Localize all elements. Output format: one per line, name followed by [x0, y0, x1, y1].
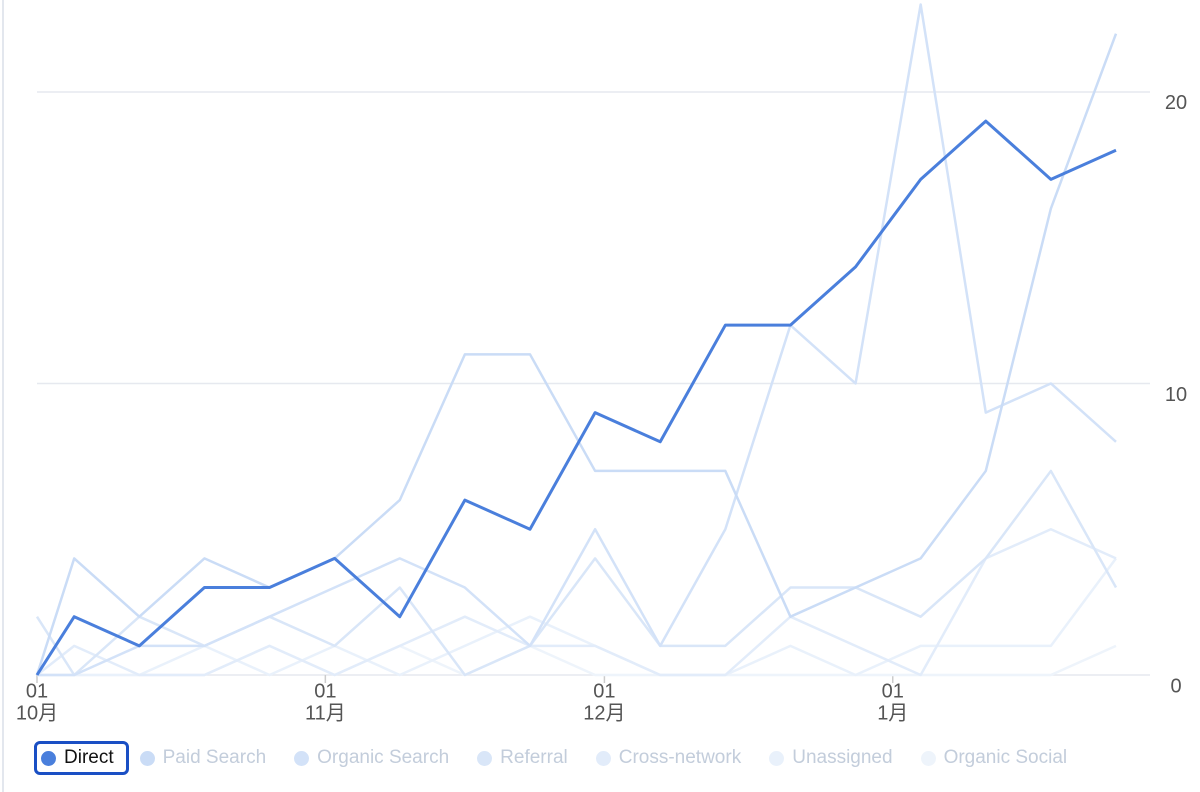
- legend-item[interactable]: Direct: [34, 741, 129, 775]
- x-tick-group: 1月: [877, 702, 908, 724]
- legend: Direct Paid Search Organic Search Referral C…: [34, 741, 1084, 775]
- legend-item[interactable]: Unassigned: [762, 741, 909, 775]
- legend-label: Cross-network: [618, 747, 742, 768]
- x-tick-label: 01: [26, 680, 48, 702]
- legend-swatch: [595, 750, 611, 766]
- x-tick-label: 01: [882, 680, 904, 702]
- y-tick-label: 10: [1165, 384, 1187, 406]
- legend-item[interactable]: Referral: [470, 741, 585, 775]
- series-line: [37, 557, 1118, 677]
- legend-item[interactable]: Paid Search: [133, 741, 284, 775]
- legend-swatch: [920, 750, 936, 766]
- x-tick-label: 01: [593, 680, 615, 702]
- legend-label: Organic Search: [317, 747, 450, 768]
- legend-swatch: [294, 750, 310, 766]
- series-line: [35, 469, 1118, 677]
- x-tick-label: 01: [314, 680, 336, 702]
- legend-label: Paid Search: [162, 747, 267, 768]
- series-line: [37, 3, 1117, 677]
- series-line: [37, 644, 1117, 677]
- x-tick-group: 12月: [583, 702, 625, 724]
- legend-label: Direct: [64, 747, 114, 768]
- series-line: [35, 33, 1118, 676]
- x-tick-group: 10月: [16, 702, 58, 724]
- legend-swatch: [139, 750, 155, 766]
- legend-label: Unassigned: [792, 747, 893, 768]
- y-tick-label: 0: [1170, 675, 1181, 697]
- legend-label: Referral: [500, 747, 568, 768]
- legend-swatch: [41, 750, 56, 766]
- legend-swatch: [769, 750, 785, 766]
- legend-swatch: [477, 750, 493, 766]
- legend-label: Organic Social: [943, 747, 1068, 768]
- legend-item[interactable]: Organic Social: [914, 741, 1085, 775]
- y-tick-label: 20: [1165, 92, 1187, 114]
- x-tick-group: 11月: [305, 702, 346, 724]
- legend-item[interactable]: Cross-network: [589, 741, 758, 775]
- legend-item[interactable]: Organic Search: [287, 741, 466, 775]
- series-line: [35, 119, 1117, 676]
- series-line: [36, 527, 1117, 677]
